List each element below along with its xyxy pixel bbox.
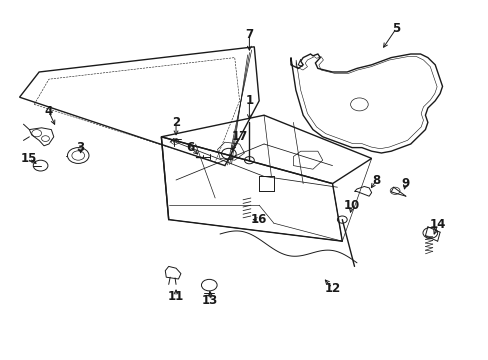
- Text: 9: 9: [401, 177, 409, 190]
- Text: 2: 2: [172, 116, 180, 129]
- Text: 16: 16: [250, 213, 267, 226]
- Text: 15: 15: [21, 152, 38, 165]
- Text: 6: 6: [186, 141, 194, 154]
- Text: 14: 14: [428, 219, 445, 231]
- Text: 12: 12: [324, 282, 340, 294]
- Text: 13: 13: [202, 294, 218, 307]
- Text: 17: 17: [231, 130, 247, 143]
- Text: 7: 7: [245, 28, 253, 41]
- Text: 4: 4: [45, 105, 53, 118]
- Text: 10: 10: [343, 199, 360, 212]
- Circle shape: [67, 148, 89, 163]
- Text: 3: 3: [77, 141, 84, 154]
- Text: 5: 5: [391, 22, 399, 35]
- Text: 1: 1: [245, 94, 253, 107]
- Text: 11: 11: [167, 291, 184, 303]
- Text: 8: 8: [372, 174, 380, 186]
